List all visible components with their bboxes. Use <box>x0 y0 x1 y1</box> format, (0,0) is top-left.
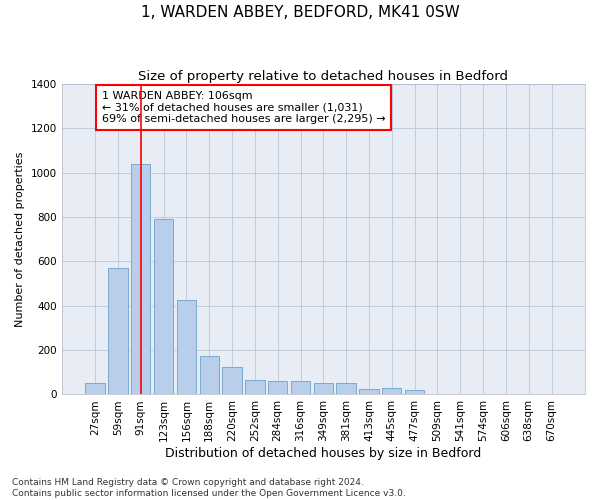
Bar <box>223 367 242 394</box>
Bar <box>405 390 424 394</box>
Bar <box>200 356 219 395</box>
Bar <box>291 381 310 394</box>
X-axis label: Distribution of detached houses by size in Bedford: Distribution of detached houses by size … <box>165 447 481 460</box>
Bar <box>131 164 151 394</box>
Bar <box>154 220 173 394</box>
Bar <box>337 384 356 394</box>
Text: 1 WARDEN ABBEY: 106sqm
← 31% of detached houses are smaller (1,031)
69% of semi-: 1 WARDEN ABBEY: 106sqm ← 31% of detached… <box>101 91 385 124</box>
Bar <box>177 300 196 394</box>
Bar <box>359 389 379 394</box>
Text: Contains HM Land Registry data © Crown copyright and database right 2024.
Contai: Contains HM Land Registry data © Crown c… <box>12 478 406 498</box>
Bar <box>245 380 265 394</box>
Title: Size of property relative to detached houses in Bedford: Size of property relative to detached ho… <box>139 70 508 83</box>
Y-axis label: Number of detached properties: Number of detached properties <box>15 152 25 327</box>
Bar <box>314 384 333 394</box>
Bar <box>108 268 128 394</box>
Bar <box>268 381 287 394</box>
Bar <box>85 384 105 394</box>
Bar <box>382 388 401 394</box>
Text: 1, WARDEN ABBEY, BEDFORD, MK41 0SW: 1, WARDEN ABBEY, BEDFORD, MK41 0SW <box>140 5 460 20</box>
